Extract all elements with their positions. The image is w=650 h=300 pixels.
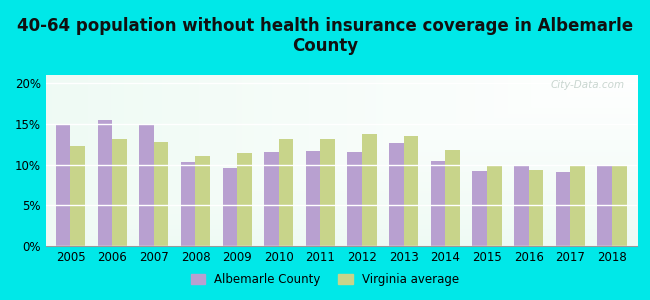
- Bar: [112, 139, 127, 246]
- Bar: [612, 166, 627, 246]
- Bar: [222, 168, 237, 246]
- Bar: [362, 134, 376, 246]
- Text: 40-64 population without health insurance coverage in Albemarle
County: 40-64 population without health insuranc…: [17, 16, 633, 56]
- Bar: [389, 142, 404, 246]
- Bar: [279, 139, 293, 246]
- Bar: [306, 151, 320, 246]
- Bar: [237, 153, 252, 246]
- Bar: [431, 161, 445, 246]
- Bar: [556, 172, 570, 246]
- Bar: [597, 166, 612, 246]
- Bar: [473, 171, 487, 246]
- Bar: [264, 152, 279, 246]
- Bar: [154, 142, 168, 246]
- Bar: [514, 165, 528, 246]
- Bar: [70, 146, 85, 246]
- Bar: [181, 162, 196, 246]
- Bar: [139, 125, 154, 246]
- Bar: [404, 136, 419, 246]
- Legend: Albemarle County, Virginia average: Albemarle County, Virginia average: [186, 269, 464, 291]
- Bar: [196, 156, 210, 246]
- Bar: [570, 166, 585, 246]
- Text: City-Data.com: City-Data.com: [551, 80, 625, 90]
- Bar: [445, 150, 460, 246]
- Bar: [487, 166, 502, 246]
- Bar: [320, 139, 335, 246]
- Bar: [348, 152, 362, 246]
- Bar: [98, 120, 112, 246]
- Bar: [56, 125, 70, 246]
- Bar: [528, 170, 543, 246]
